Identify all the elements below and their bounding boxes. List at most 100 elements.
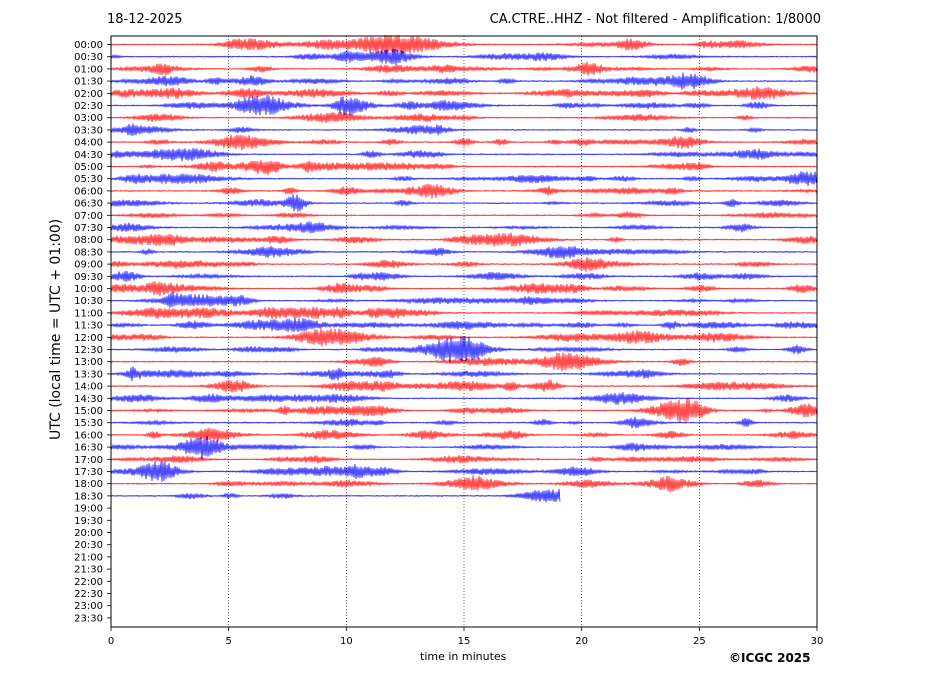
trace-00:30 <box>110 48 818 65</box>
x-tick-label-0: 0 <box>108 636 114 647</box>
date-label: 18-12-2025 <box>107 12 183 27</box>
x-tick-label-30: 30 <box>811 636 824 647</box>
y-tick-label-20:30: 20:30 <box>74 540 103 551</box>
x-tick-label-20: 20 <box>575 636 588 647</box>
trace-16:00 <box>110 427 818 443</box>
y-tick-label-19:00: 19:00 <box>74 504 103 515</box>
grid-layer <box>228 36 700 627</box>
trace-05:30 <box>110 171 818 187</box>
trace-09:30 <box>110 270 818 282</box>
y-tick-label-00:00: 00:00 <box>74 40 103 51</box>
y-tick-label-21:30: 21:30 <box>74 565 103 576</box>
y-tick-label-02:00: 02:00 <box>74 89 103 100</box>
plot-frame <box>110 35 818 628</box>
y-tick-label-10:30: 10:30 <box>74 296 103 307</box>
y-tick-label-16:30: 16:30 <box>74 443 103 454</box>
trace-15:00 <box>110 397 818 423</box>
y-tick-label-15:00: 15:00 <box>74 406 103 417</box>
y-tick-label-11:00: 11:00 <box>74 308 103 319</box>
x-tick-label-15: 15 <box>458 636 471 647</box>
y-tick-label-12:30: 12:30 <box>74 345 103 356</box>
trace-16:30 <box>110 436 818 460</box>
trace-09:00 <box>110 256 818 272</box>
y-tick-label-20:00: 20:00 <box>74 528 103 539</box>
trace-04:30 <box>110 147 818 162</box>
trace-02:30 <box>110 95 818 116</box>
trace-18:30 <box>110 488 561 503</box>
y-tick-label-03:00: 03:00 <box>74 113 103 124</box>
y-tick-label-13:00: 13:00 <box>74 357 103 368</box>
y-tick-label-05:30: 05:30 <box>74 174 103 185</box>
y-tick-label-04:00: 04:00 <box>74 138 103 149</box>
y-tick-label-00:30: 00:30 <box>74 52 103 63</box>
y-axis-label: UTC (local time = UTC + 01:00) <box>48 218 64 440</box>
y-tick-label-07:00: 07:00 <box>74 211 103 222</box>
y-tick-label-21:00: 21:00 <box>74 552 103 563</box>
y-tick-label-23:00: 23:00 <box>74 601 103 612</box>
y-tick-label-14:30: 14:30 <box>74 394 103 405</box>
y-tick-label-09:30: 09:30 <box>74 272 103 283</box>
y-tick-label-13:30: 13:30 <box>74 369 103 380</box>
y-tick-label-09:00: 09:00 <box>74 260 103 271</box>
trace-14:30 <box>110 392 818 405</box>
station-info-label: CA.CTRE..HHZ - Not filtered - Amplificat… <box>489 12 821 27</box>
y-tick-label-07:30: 07:30 <box>74 223 103 234</box>
trace-00:00 <box>110 34 818 54</box>
y-tick-label-15:30: 15:30 <box>74 418 103 429</box>
y-tick-label-18:30: 18:30 <box>74 491 103 502</box>
y-tick-label-10:00: 10:00 <box>74 284 103 295</box>
trace-13:00 <box>110 352 818 372</box>
y-tick-label-17:00: 17:00 <box>74 455 103 466</box>
trace-15:30 <box>110 416 818 429</box>
trace-01:00 <box>110 61 818 76</box>
trace-14:00 <box>110 379 818 393</box>
trace-12:00 <box>110 328 818 347</box>
y-tick-label-02:30: 02:30 <box>74 101 103 112</box>
y-tick-label-18:00: 18:00 <box>74 479 103 490</box>
trace-08:30 <box>110 245 818 260</box>
x-tick-label-25: 25 <box>693 636 706 647</box>
y-tick-label-12:00: 12:00 <box>74 333 103 344</box>
y-tick-label-11:30: 11:30 <box>74 321 103 332</box>
y-tick-label-08:00: 08:00 <box>74 235 103 246</box>
trace-01:30 <box>110 72 818 90</box>
trace-04:00 <box>110 134 818 151</box>
trace-layer <box>110 34 818 503</box>
trace-11:30 <box>110 317 818 333</box>
y-tick-label-08:30: 08:30 <box>74 247 103 258</box>
y-tick-label-06:00: 06:00 <box>74 186 103 197</box>
trace-07:30 <box>110 221 818 234</box>
x-tick-label-5: 5 <box>225 636 231 647</box>
trace-03:30 <box>110 123 818 137</box>
y-tick-label-22:30: 22:30 <box>74 589 103 600</box>
trace-03:00 <box>110 112 818 123</box>
y-tick-label-14:00: 14:00 <box>74 382 103 393</box>
trace-02:00 <box>110 86 818 100</box>
y-tick-label-16:00: 16:00 <box>74 430 103 441</box>
y-tick-label-22:00: 22:00 <box>74 577 103 588</box>
y-tick-label-19:30: 19:30 <box>74 516 103 527</box>
trace-17:30 <box>110 461 818 482</box>
trace-06:00 <box>110 183 818 199</box>
y-tick-label-01:30: 01:30 <box>74 77 103 88</box>
x-tick-label-10: 10 <box>340 636 353 647</box>
y-tick-label-01:00: 01:00 <box>74 64 103 75</box>
y-tick-label-17:30: 17:30 <box>74 467 103 478</box>
trace-12:30 <box>110 336 818 364</box>
y-tick-label-23:30: 23:30 <box>74 613 103 624</box>
trace-06:30 <box>110 194 818 212</box>
trace-05:00 <box>110 160 818 176</box>
trace-10:30 <box>110 291 818 308</box>
trace-11:00 <box>110 306 818 320</box>
y-tick-label-05:00: 05:00 <box>74 162 103 173</box>
copyright-label: ©ICGC 2025 <box>729 651 811 665</box>
y-tick-label-03:30: 03:30 <box>74 125 103 136</box>
x-axis-label: time in minutes <box>420 650 507 663</box>
trace-18:00 <box>110 475 818 493</box>
y-tick-label-06:30: 06:30 <box>74 199 103 210</box>
trace-08:00 <box>110 232 818 247</box>
trace-07:00 <box>110 211 818 219</box>
trace-10:00 <box>110 281 818 297</box>
